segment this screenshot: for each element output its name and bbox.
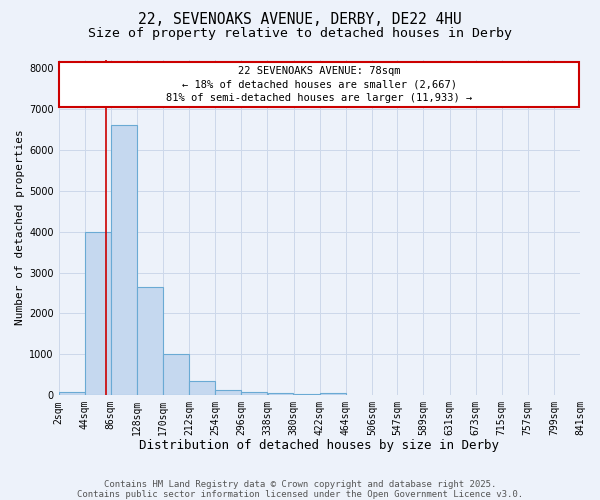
Bar xyxy=(59,392,85,395)
Text: Size of property relative to detached houses in Derby: Size of property relative to detached ho… xyxy=(88,28,512,40)
Text: 22, SEVENOAKS AVENUE, DERBY, DE22 4HU: 22, SEVENOAKS AVENUE, DERBY, DE22 4HU xyxy=(138,12,462,28)
Bar xyxy=(241,392,268,395)
Bar xyxy=(163,354,189,395)
Text: 22 SEVENOAKS AVENUE: 78sqm
← 18% of detached houses are smaller (2,667)
81% of s: 22 SEVENOAKS AVENUE: 78sqm ← 18% of deta… xyxy=(166,66,472,102)
X-axis label: Distribution of detached houses by size in Derby: Distribution of detached houses by size … xyxy=(139,440,499,452)
Bar xyxy=(85,232,111,395)
Text: Contains public sector information licensed under the Open Government Licence v3: Contains public sector information licen… xyxy=(77,490,523,499)
Bar xyxy=(137,287,163,395)
Bar xyxy=(59,62,580,107)
Bar xyxy=(189,381,215,395)
Bar xyxy=(293,394,320,395)
Bar xyxy=(215,390,241,395)
Bar xyxy=(320,393,346,395)
Y-axis label: Number of detached properties: Number of detached properties xyxy=(15,130,25,326)
Text: Contains HM Land Registry data © Crown copyright and database right 2025.: Contains HM Land Registry data © Crown c… xyxy=(104,480,496,489)
Bar xyxy=(268,393,293,395)
Bar xyxy=(111,126,137,395)
